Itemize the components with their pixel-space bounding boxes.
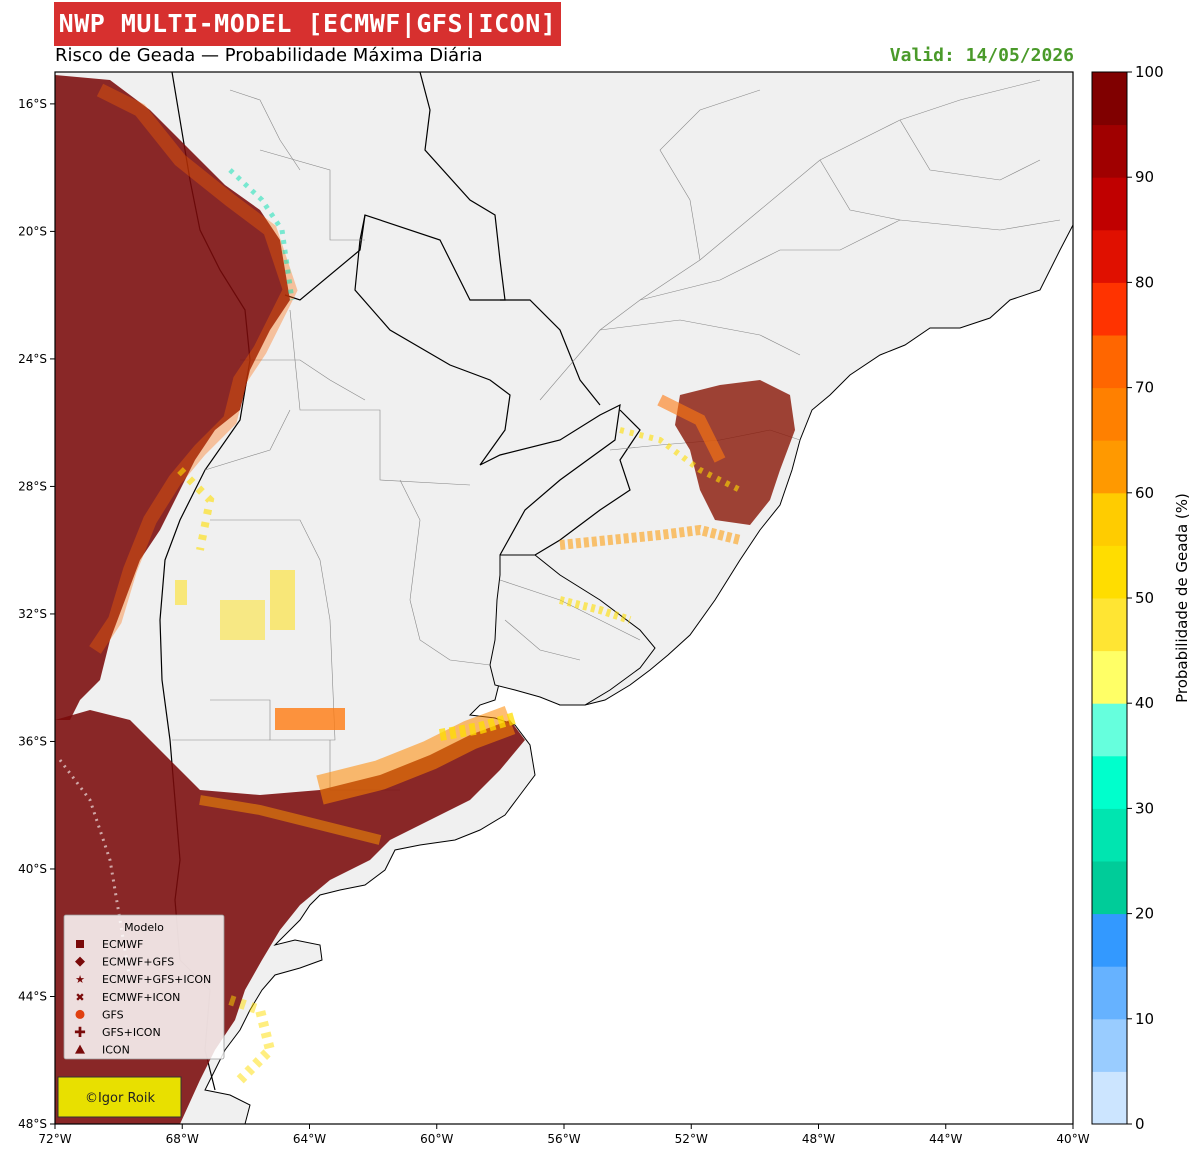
- legend-item-label: ICON: [102, 1044, 130, 1057]
- longitude-axis: 72°W 68°W 64°W 60°W 56°W 52°W 48°W 44°W 40°W: [38, 1124, 1090, 1146]
- frost-points-andes: [55, 75, 298, 720]
- colorbar-tick-label: 70: [1135, 379, 1154, 397]
- colorbar-segment: [1092, 650, 1127, 704]
- colorbar-segment: [1092, 72, 1127, 126]
- lon-tick-label: 52°W: [675, 1132, 708, 1146]
- colorbar-segment: [1092, 124, 1127, 178]
- lon-tick-label: 40°W: [1056, 1132, 1089, 1146]
- lon-tick-label: 72°W: [38, 1132, 71, 1146]
- colorbar-segment: [1092, 387, 1127, 441]
- legend-item-label: ECMWF: [102, 938, 143, 951]
- colorbar-segment: [1092, 598, 1127, 652]
- plus-icon: ✚: [74, 1025, 86, 1041]
- colorbar-segment: [1092, 177, 1127, 231]
- lon-tick-label: 60°W: [420, 1132, 453, 1146]
- lat-tick-label: 48°S: [18, 1117, 47, 1131]
- frost-points-southern-brazil: [559, 380, 795, 624]
- state-borders: [172, 79, 1061, 791]
- lon-tick-label: 44°W: [929, 1132, 962, 1146]
- lon-tick-label: 56°W: [547, 1132, 580, 1146]
- lat-tick-label: 36°S: [18, 734, 47, 748]
- credit-text: ©Igor Roik: [85, 1091, 156, 1106]
- lon-tick-label: 68°W: [166, 1132, 199, 1146]
- circle-icon: [75, 1009, 85, 1019]
- colorbar-tick-label: 40: [1135, 694, 1154, 712]
- colorbar-segment: [1092, 492, 1127, 546]
- latitude-axis: 16°S 20°S 24°S 28°S 32°S 36°S 40°S 44°S 48°S: [18, 97, 55, 1131]
- legend-item-label: ECMWF+ICON: [102, 991, 180, 1004]
- colorbar-segment: [1092, 1018, 1127, 1072]
- colorbar-segment: [1092, 966, 1127, 1020]
- colorbar-segment: [1092, 1071, 1127, 1125]
- lon-tick-label: 64°W: [293, 1132, 326, 1146]
- credit-box: [57, 1076, 182, 1118]
- colorbar-segment: [1092, 861, 1127, 915]
- colorbar-label: Probabilidade de Geada (%): [1173, 493, 1191, 703]
- colorbar-tick-label: 100: [1135, 63, 1164, 81]
- colorbar-tick-label: 10: [1135, 1010, 1154, 1028]
- colorbar-tick-label: 50: [1135, 589, 1154, 607]
- square-icon: [76, 940, 84, 948]
- colorbar-segment: [1092, 808, 1127, 862]
- map-subtitle: Risco de Geada — Probabilidade Máxima Di…: [55, 45, 483, 66]
- colorbar-tick-label: 20: [1135, 905, 1154, 923]
- lat-tick-label: 40°S: [18, 862, 47, 876]
- colorbar-tick-label: 60: [1135, 484, 1154, 502]
- legend-item-label: GFS+ICON: [102, 1026, 161, 1039]
- colorbar-segment: [1092, 755, 1127, 809]
- star-icon: ★: [75, 973, 85, 986]
- lat-tick-label: 16°S: [18, 97, 47, 111]
- uruguay: [489, 554, 656, 706]
- colorbar-tick-label: 30: [1135, 799, 1154, 817]
- legend-title: Modelo: [124, 921, 164, 934]
- frost-points-central-argentina: [175, 570, 345, 730]
- lon-tick-label: 48°W: [802, 1132, 835, 1146]
- legend-item-label: ECMWF+GFS+ICON: [102, 973, 211, 986]
- lat-tick-label: 44°S: [18, 989, 47, 1003]
- colorbar-segment: [1092, 229, 1127, 283]
- map-title: NWP MULTI-MODEL [ECMWF|GFS|ICON]: [54, 2, 561, 46]
- valid-date: Valid: 14/05/2026: [889, 45, 1074, 66]
- colorbar-ticks: 0 10 20 30 40 50 60 70 80 90 100: [1127, 63, 1164, 1133]
- lat-tick-label: 20°S: [18, 224, 47, 238]
- legend-item-label: ECMWF+GFS: [102, 956, 174, 969]
- colorbar-segment: [1092, 703, 1127, 757]
- triangle-icon: [75, 1044, 85, 1054]
- colorbar-segment: [1092, 282, 1127, 336]
- colorbar-tick-label: 80: [1135, 273, 1154, 291]
- colorbar-segment: [1092, 335, 1127, 389]
- lat-tick-label: 32°S: [18, 607, 47, 621]
- legend-items: ECMWF ECMWF+GFS ★ ECMWF+GFS+ICON ✖ ECMWF+ICON…: [74, 938, 211, 1057]
- diamond-icon: [75, 956, 85, 967]
- colorbar-segment: [1092, 545, 1127, 599]
- colorbar-tick-label: 0: [1135, 1115, 1145, 1133]
- colorbar-segment: [1092, 913, 1127, 967]
- colorbar: [1091, 71, 1128, 1125]
- colorbar-segment: [1092, 440, 1127, 494]
- lat-tick-label: 24°S: [18, 352, 47, 366]
- lat-tick-label: 28°S: [18, 479, 47, 493]
- colorbar-tick-label: 90: [1135, 168, 1154, 186]
- legend-item-label: GFS: [102, 1008, 124, 1021]
- x-icon: ✖: [75, 991, 84, 1004]
- legend-box: [63, 914, 225, 1060]
